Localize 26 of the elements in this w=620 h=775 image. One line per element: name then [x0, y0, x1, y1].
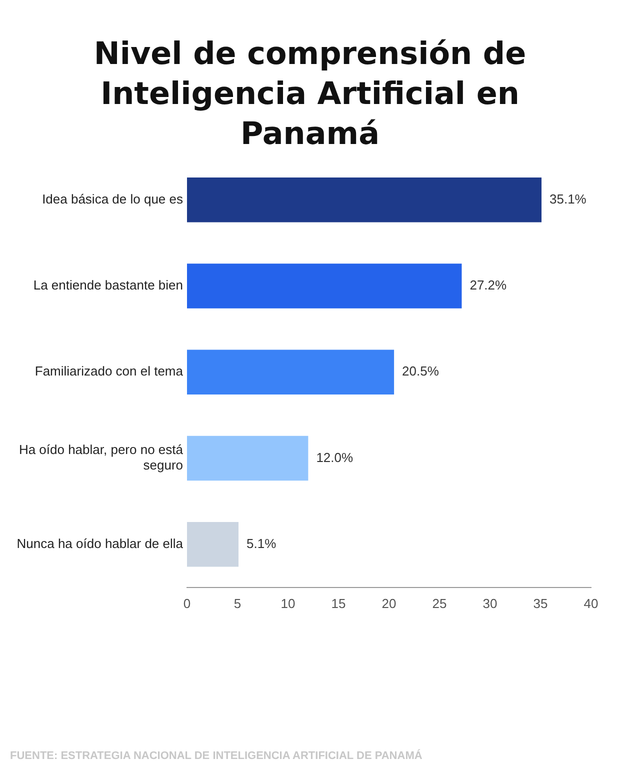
- bar: [187, 177, 542, 222]
- x-tick-label: 20: [382, 596, 396, 611]
- x-tick-label: 35: [533, 596, 548, 611]
- source-note: FUENTE: ESTRATEGIA NACIONAL DE INTELIGENCIA ARTIFICIAL DE PANAMÁ: [10, 750, 422, 762]
- data-label: 12.0%: [316, 450, 354, 465]
- bar: [187, 436, 308, 481]
- bar: [187, 522, 239, 567]
- x-tick-label: 30: [482, 596, 498, 611]
- chart-title: Nivel de comprensión de Inteligencia Artificial en Panamá: [92, 35, 528, 154]
- data-label: 20.5%: [402, 364, 440, 379]
- y-tick-label: Ha oído hablar, pero no está seguro: [18, 442, 184, 473]
- bar: [187, 264, 462, 308]
- bar: [187, 350, 394, 394]
- y-tick-label: Nunca ha oído hablar de ella: [16, 536, 184, 551]
- data-label: 35.1%: [550, 191, 587, 206]
- y-tick-label: La entiende bastante bien: [33, 278, 183, 293]
- y-tick-label: Idea básica de lo que es: [42, 191, 184, 206]
- x-tick-label: 0: [183, 596, 191, 611]
- y-tick-label: Familiarizado con el tema: [34, 364, 184, 379]
- data-label: 5.1%: [246, 536, 277, 551]
- x-tick-label: 25: [432, 596, 447, 611]
- x-tick-label: 40: [584, 596, 598, 611]
- x-tick-label: 15: [331, 596, 346, 611]
- x-tick-label: 5: [234, 596, 242, 611]
- x-tick-label: 10: [280, 596, 296, 611]
- data-label: 27.2%: [470, 278, 508, 293]
